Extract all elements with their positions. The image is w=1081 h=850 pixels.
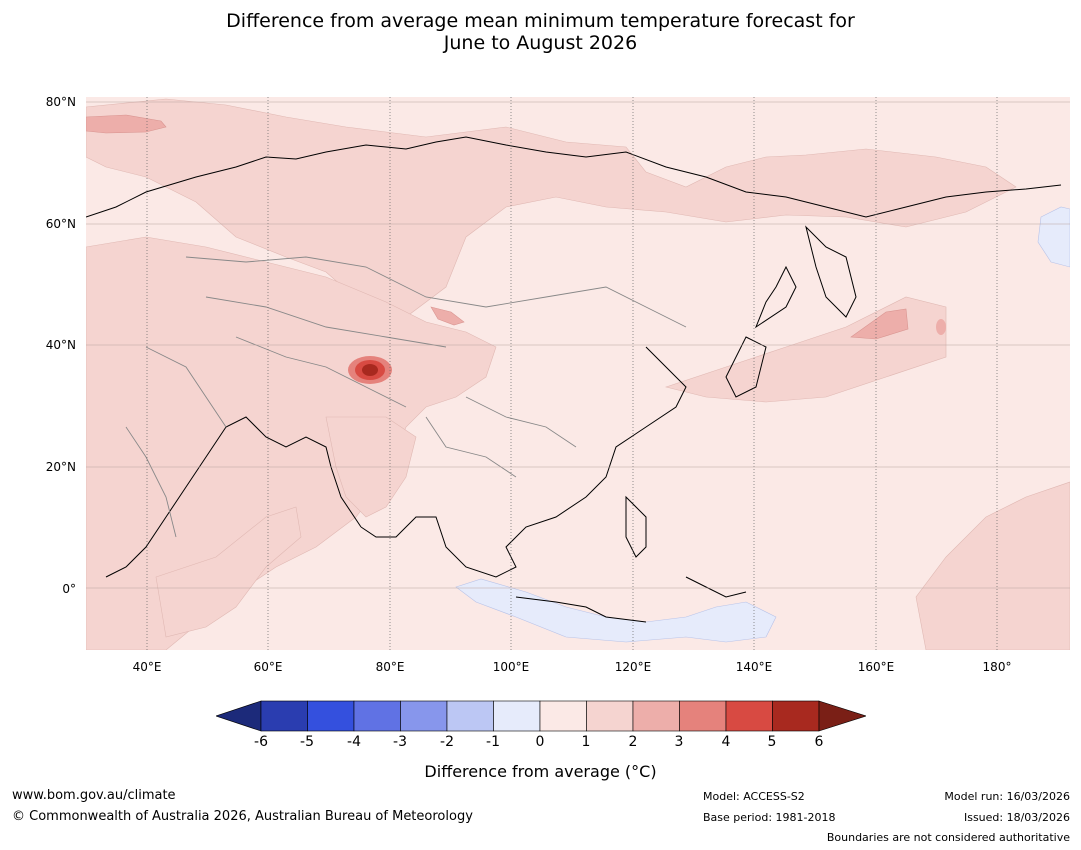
footer-issued: Issued: 18/03/2026	[963, 811, 1070, 824]
lat-label-40n: 40°N	[45, 338, 76, 352]
colorbar-tick: -6	[254, 734, 268, 750]
colorbar-tick: -4	[347, 734, 361, 750]
lon-label-40e: 40°E	[132, 660, 162, 674]
colorbar-tick: 6	[814, 734, 824, 750]
tibet-hotspot-inner	[362, 364, 378, 376]
lat-label-20n: 20°N	[45, 460, 76, 474]
colorbar-swatch-4	[725, 700, 773, 732]
colorbar-tick: 5	[767, 734, 777, 750]
colorbar-swatch--6	[260, 700, 308, 732]
lat-label-80n: 80°N	[45, 95, 76, 109]
gridlines	[86, 97, 1070, 650]
region-arctic-warm-2	[85, 114, 167, 134]
colorbar-swatch-3	[679, 700, 727, 732]
colorbar-swatch--1	[493, 700, 541, 732]
colorbar-swatch-max	[818, 700, 866, 732]
lon-label-160e: 160°E	[857, 660, 895, 674]
lon-label-100e: 100°E	[492, 660, 530, 674]
region-pacific-warm-2	[850, 308, 909, 340]
footer-boundaries: Boundaries are not considered authoritat…	[826, 831, 1070, 844]
title-line-1: Difference from average mean minimum tem…	[226, 10, 855, 32]
colorbar-tick: -5	[300, 734, 314, 750]
colorbar-swatch-5	[772, 700, 820, 732]
colorbar-tick: 3	[674, 734, 684, 750]
region-indonesia-cool	[455, 578, 777, 643]
map-svg	[85, 97, 1071, 651]
colorbar	[216, 700, 866, 732]
colorbar-tick: 0	[535, 734, 545, 750]
footer-model: Model: ACCESS-S2	[703, 790, 805, 803]
region-africa-south-warm	[155, 506, 302, 638]
lon-label-80e: 80°E	[375, 660, 405, 674]
colorbar-tick: -2	[440, 734, 454, 750]
colorbar-tick: 1	[581, 734, 591, 750]
colorbar-tick: 2	[628, 734, 638, 750]
colorbar-label: Difference from average (°C)	[424, 762, 657, 781]
region-kazakh-warm-2	[430, 306, 465, 326]
colorbar-swatch-0	[539, 700, 587, 732]
lat-label-60n: 60°N	[45, 217, 76, 231]
colorbar-tick: 4	[721, 734, 731, 750]
lat-label-0: 0°	[62, 582, 76, 596]
colorbar-swatch--4	[353, 700, 401, 732]
colorbar-swatch--3	[400, 700, 448, 732]
colorbar-swatch--5	[307, 700, 355, 732]
footer-base-period: Base period: 1981-2018	[703, 811, 836, 824]
colorbar-ticks: -6 -5 -4 -3 -2 -1 0 1 2 3 4 5 6	[0, 734, 1081, 752]
colorbar-swatch--2	[446, 700, 494, 732]
colorbar-swatch-min	[216, 700, 262, 732]
region-kuril-warm-2	[936, 319, 946, 335]
forecast-map	[85, 97, 1071, 651]
footer-model-run: Model run: 16/03/2026	[944, 790, 1070, 803]
title-line-2: June to August 2026	[443, 32, 638, 54]
colorbar-tick: -1	[486, 734, 500, 750]
footer-copyright: © Commonwealth of Australia 2026, Austra…	[12, 809, 473, 824]
colorbar-tick: -3	[393, 734, 407, 750]
colorbar-swatch-1	[586, 700, 634, 732]
country-borders	[125, 256, 687, 538]
lon-label-180: 180°	[982, 660, 1012, 674]
colorbar-swatch-2	[632, 700, 680, 732]
lon-label-60e: 60°E	[253, 660, 283, 674]
chart-title: Difference from average mean minimum tem…	[0, 10, 1081, 54]
lon-label-140e: 140°E	[735, 660, 773, 674]
coastlines	[85, 136, 1062, 623]
lon-label-120e: 120°E	[614, 660, 652, 674]
footer-website: www.bom.gov.au/climate	[12, 788, 176, 803]
